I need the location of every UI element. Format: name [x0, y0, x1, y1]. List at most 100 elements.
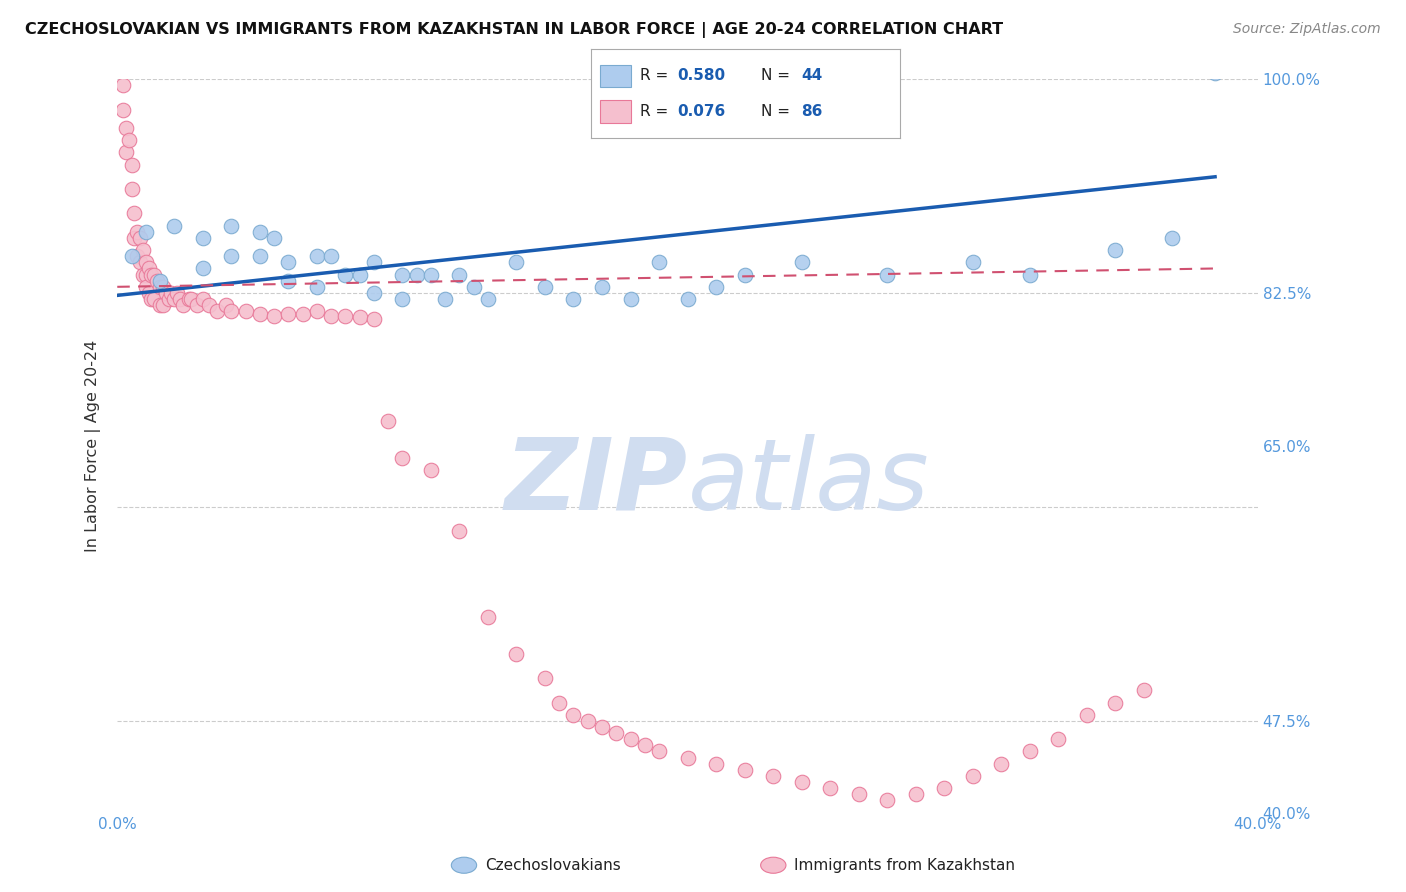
Point	[263, 309, 285, 323]
Point	[548, 696, 571, 710]
Point	[419, 463, 441, 477]
Point	[534, 671, 557, 685]
Point	[132, 268, 155, 282]
Point	[1161, 231, 1184, 245]
Point	[391, 292, 413, 306]
Point	[138, 261, 160, 276]
Point	[143, 292, 166, 306]
Point	[152, 298, 174, 312]
Point	[155, 285, 177, 300]
Point	[676, 750, 699, 764]
Point	[762, 769, 785, 783]
Point	[118, 133, 141, 147]
Point	[676, 292, 699, 306]
Point	[391, 268, 413, 282]
Point	[962, 255, 984, 269]
Point	[135, 280, 157, 294]
Point	[221, 304, 243, 318]
Point	[143, 268, 166, 282]
Point	[619, 732, 641, 747]
Point	[904, 787, 927, 801]
Point	[129, 231, 152, 245]
Point	[790, 255, 813, 269]
Point	[848, 787, 870, 801]
Point	[121, 182, 143, 196]
Point	[790, 775, 813, 789]
Point	[124, 231, 146, 245]
Point	[534, 280, 557, 294]
Point	[197, 298, 219, 312]
Point	[141, 268, 163, 282]
Text: R =: R =	[640, 69, 673, 83]
Point	[1076, 707, 1098, 722]
Point	[321, 309, 343, 323]
Point	[704, 756, 727, 771]
Point	[391, 450, 413, 465]
Point	[177, 292, 200, 306]
Point	[305, 280, 328, 294]
Point	[1018, 744, 1040, 758]
Point	[169, 292, 191, 306]
Point	[186, 298, 208, 312]
FancyBboxPatch shape	[600, 65, 631, 87]
Point	[121, 249, 143, 263]
Text: Immigrants from Kazakhstan: Immigrants from Kazakhstan	[794, 858, 1015, 872]
FancyBboxPatch shape	[600, 101, 631, 122]
Point	[704, 280, 727, 294]
Point	[876, 268, 898, 282]
Point	[363, 255, 385, 269]
Point	[135, 268, 157, 282]
Point	[990, 756, 1012, 771]
Point	[1104, 696, 1126, 710]
Text: 44: 44	[801, 69, 823, 83]
Point	[114, 120, 136, 135]
Point	[377, 414, 399, 428]
Text: 0.580: 0.580	[678, 69, 725, 83]
Point	[205, 304, 228, 318]
Point	[734, 268, 756, 282]
Text: Czechoslovakians: Czechoslovakians	[485, 858, 621, 872]
Point	[305, 249, 328, 263]
Point	[157, 292, 180, 306]
Point	[249, 249, 271, 263]
Point	[449, 524, 471, 539]
Point	[163, 292, 186, 306]
Point	[477, 610, 499, 624]
Point	[562, 707, 585, 722]
Point	[434, 292, 457, 306]
Point	[127, 225, 149, 239]
Point	[132, 243, 155, 257]
Point	[648, 744, 671, 758]
Point	[121, 157, 143, 171]
Point	[111, 78, 134, 92]
Point	[335, 309, 357, 323]
Point	[129, 255, 152, 269]
Point	[363, 285, 385, 300]
Point	[1104, 243, 1126, 257]
Point	[818, 781, 841, 796]
Point	[934, 781, 956, 796]
Point	[249, 225, 271, 239]
Point	[349, 268, 371, 282]
Text: atlas: atlas	[688, 434, 929, 531]
Point	[138, 285, 160, 300]
Point	[124, 206, 146, 220]
Point	[505, 255, 527, 269]
Text: CZECHOSLOVAKIAN VS IMMIGRANTS FROM KAZAKHSTAN IN LABOR FORCE | AGE 20-24 CORRELA: CZECHOSLOVAKIAN VS IMMIGRANTS FROM KAZAK…	[25, 22, 1004, 38]
Point	[591, 280, 613, 294]
Point	[419, 268, 441, 282]
Point	[335, 268, 357, 282]
Point	[172, 298, 194, 312]
Point	[463, 280, 485, 294]
Text: N =: N =	[761, 104, 794, 119]
Point	[160, 285, 183, 300]
Point	[111, 103, 134, 117]
Point	[135, 255, 157, 269]
Text: ZIP: ZIP	[505, 434, 688, 531]
Point	[146, 274, 169, 288]
Point	[277, 274, 299, 288]
Point	[191, 231, 214, 245]
Text: 86: 86	[801, 104, 823, 119]
Point	[249, 307, 271, 321]
Point	[1133, 683, 1156, 698]
